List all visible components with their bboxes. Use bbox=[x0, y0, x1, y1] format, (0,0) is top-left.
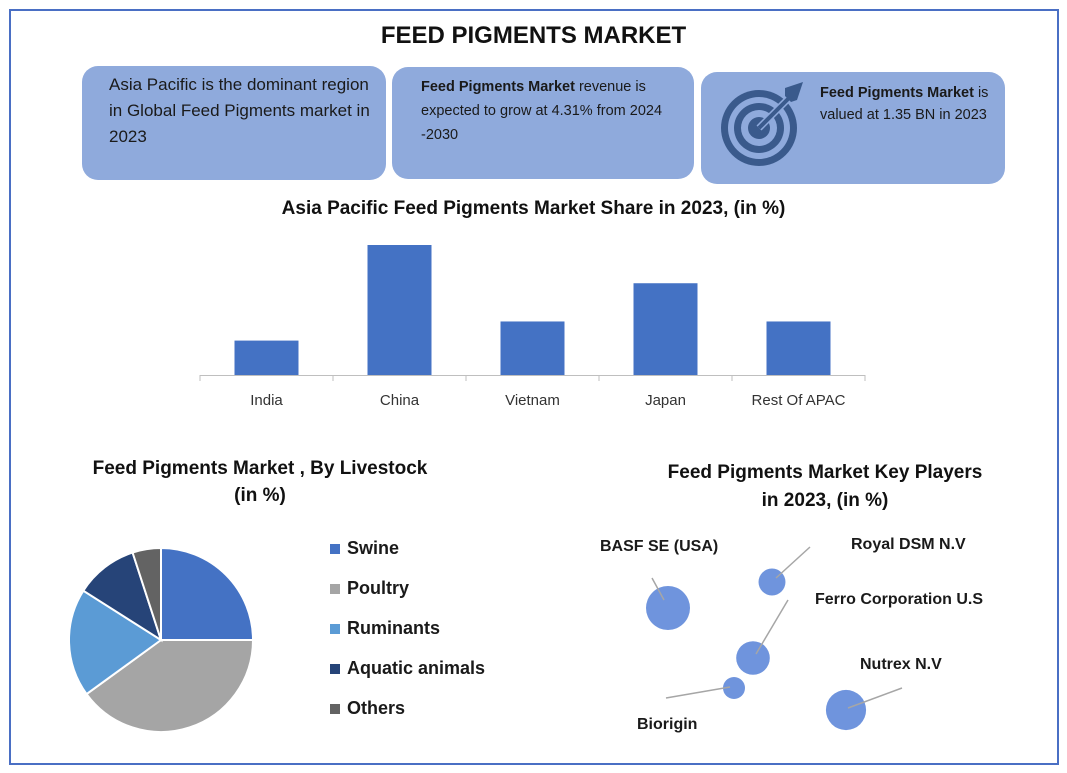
value-card: Feed Pigments Market is valued at 1.35 B… bbox=[701, 72, 1005, 184]
pie-chart-title: Feed Pigments Market , By Livestock (in … bbox=[60, 455, 460, 509]
key-player-label-ferro-corporation-u-s: Ferro Corporation U.S bbox=[815, 591, 984, 608]
x-tick-label-japan: Japan bbox=[645, 392, 686, 409]
pie-slice-ruminants bbox=[68, 589, 163, 696]
key-players-title-line1: Feed Pigments Market Key Players bbox=[667, 462, 983, 483]
page-title: FEED PIGMENTS MARKET bbox=[380, 22, 687, 49]
leader-line-nutrex-n-v bbox=[847, 687, 903, 709]
bubble-ferro-corporation-u-s bbox=[736, 641, 770, 675]
legend-swatch bbox=[330, 664, 340, 674]
legend-swatch bbox=[330, 704, 340, 714]
pie-slice-swine bbox=[160, 547, 254, 641]
legend-swatch bbox=[330, 624, 340, 634]
legend-label: Ruminants bbox=[347, 618, 441, 638]
bar-vietnam bbox=[500, 321, 565, 375]
key-player-label-basf-se-usa: BASF SE (USA) bbox=[600, 538, 719, 555]
pie-chart-title-line1: Feed Pigments Market , By Livestock bbox=[92, 458, 428, 479]
leader-line-ferro-corporation-u-s bbox=[755, 599, 789, 655]
bar-china bbox=[367, 245, 432, 375]
region-card: Asia Pacific is the dominant region in G… bbox=[82, 66, 386, 180]
legend-label: Swine bbox=[347, 538, 400, 558]
value-card-rest: is valued at 1.35 BN in 2023 bbox=[820, 85, 989, 123]
bar-chart: India China Vietnam Japan Rest Of APAC bbox=[199, 245, 866, 409]
bar-chart-title: Asia Pacific Feed Pigments Market Share … bbox=[281, 198, 786, 219]
value-card-text: Feed Pigments Market is valued at 1.35 B… bbox=[820, 82, 990, 126]
infographic-frame bbox=[9, 9, 1059, 765]
leader-line-royal-dsm-n-v bbox=[775, 546, 811, 579]
target-icon bbox=[721, 82, 803, 166]
pie-chart bbox=[68, 547, 254, 733]
key-player-label-nutrex-n-v: Nutrex N.V bbox=[860, 656, 942, 673]
pie-slice-others bbox=[131, 547, 162, 641]
leader-line-biorigin bbox=[665, 686, 731, 699]
key-player-label-biorigin: Biorigin bbox=[637, 716, 698, 733]
value-card-bold: Feed Pigments Market bbox=[820, 85, 974, 101]
key-players-title: Feed Pigments Market Key Players in 2023… bbox=[620, 459, 1030, 515]
bar-rest-of-apac bbox=[766, 321, 831, 375]
pie-slice-poultry bbox=[85, 639, 254, 733]
key-players-chart: BASF SE (USA) Royal DSM N.V Ferro Corporat… bbox=[590, 530, 1050, 760]
leader-line-basf-se-usa bbox=[651, 577, 665, 601]
legend-label: Poultry bbox=[347, 578, 410, 598]
growth-card-text: revenue is expected to grow at 4.31% fro… bbox=[421, 79, 663, 143]
bubble-biorigin bbox=[723, 677, 745, 699]
x-tick-label-rest-of-apac: Rest Of APAC bbox=[752, 392, 846, 409]
key-player-label-royal-dsm-n-v: Royal DSM N.V bbox=[851, 536, 966, 553]
legend-label: Others bbox=[347, 698, 406, 718]
legend-swatch bbox=[330, 544, 340, 554]
region-card-text: Asia Pacific is the dominant region in G… bbox=[109, 75, 370, 146]
pie-chart-title-line2: (in %) bbox=[234, 485, 286, 506]
key-players-title-line2: in 2023, (in %) bbox=[761, 490, 889, 511]
bubble-nutrex-n-v bbox=[825, 689, 867, 731]
growth-card: Feed Pigments Market revenue is expected… bbox=[392, 67, 694, 179]
bar-japan bbox=[633, 283, 698, 375]
x-tick-label-india: India bbox=[250, 392, 283, 409]
growth-card-bold: Feed Pigments Market bbox=[421, 79, 575, 95]
legend-label: Aquatic animals bbox=[347, 658, 486, 678]
key-players-bubbles bbox=[646, 546, 903, 731]
legend-swatch bbox=[330, 584, 340, 594]
x-tick-label-china: China bbox=[380, 392, 420, 409]
bar-india bbox=[234, 340, 299, 375]
x-tick-label-vietnam: Vietnam bbox=[505, 392, 560, 409]
bubble-basf-se-usa bbox=[646, 586, 690, 630]
